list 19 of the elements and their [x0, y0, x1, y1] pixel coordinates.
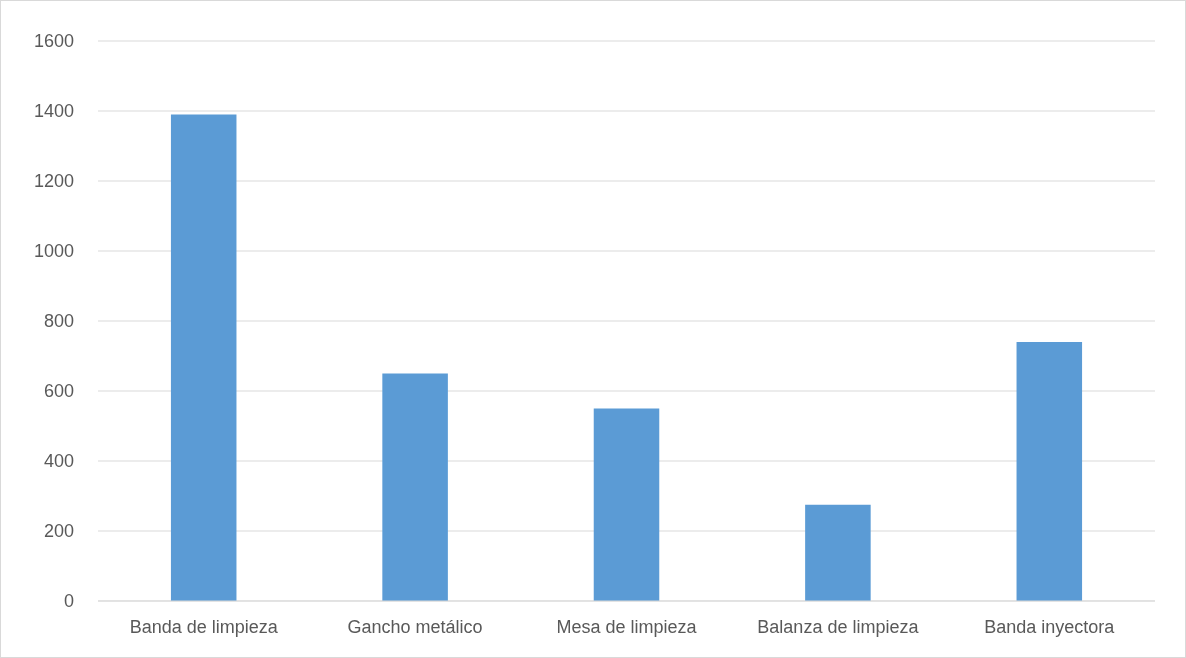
y-tick-label: 800	[43, 311, 74, 332]
bar	[593, 408, 660, 601]
y-tick-label: 400	[43, 451, 74, 472]
bar	[382, 373, 448, 601]
x-tick-label: Banda de limpieza	[129, 617, 279, 637]
x-tick-label: Gancho metálico	[347, 617, 483, 637]
y-tick-label: 600	[43, 381, 74, 402]
y-tick-label: 1200	[33, 171, 74, 192]
y-tick-label: 1400	[33, 101, 74, 122]
x-tick-label: Mesa de limpieza	[556, 617, 698, 637]
x-tick-label: Balanza de limpieza	[757, 617, 920, 637]
y-tick-label: 200	[43, 521, 74, 542]
x-tick-label: Banda inyectora	[984, 617, 1116, 637]
y-tick-label: 0	[63, 591, 74, 612]
y-tick-label: 1000	[33, 241, 74, 262]
bar	[1016, 342, 1083, 601]
y-tick-label: 1600	[33, 31, 74, 52]
bar	[170, 114, 237, 601]
bar	[805, 504, 871, 601]
